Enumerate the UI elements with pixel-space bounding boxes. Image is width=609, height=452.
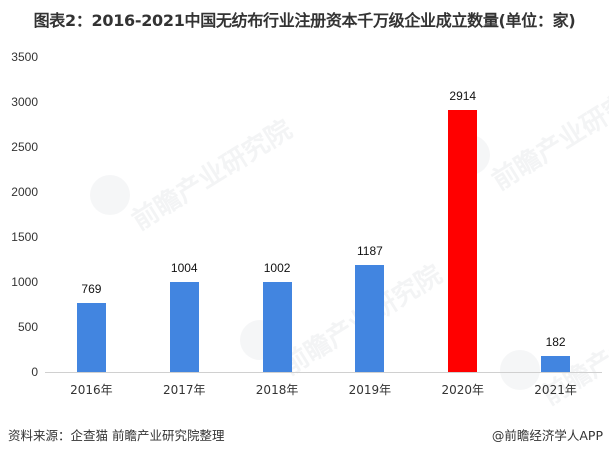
- bar-2019: [355, 265, 385, 372]
- y-tick-label: 500: [17, 320, 38, 334]
- y-tick-label: 3000: [11, 95, 38, 109]
- x-axis-line: [45, 372, 602, 373]
- source-note: 资料来源：企查猫 前瞻产业研究院整理: [8, 428, 225, 443]
- x-tick-label: 2017年: [162, 383, 206, 397]
- value-label: 1004: [170, 260, 198, 275]
- credit-note: @前瞻经济学人APP: [491, 428, 603, 443]
- y-tick-label: 2500: [11, 140, 38, 154]
- y-tick-label: 2000: [11, 185, 38, 199]
- watermark-text: 前瞻产业研究院: [127, 114, 298, 237]
- x-tick-label: 2020年: [441, 383, 485, 397]
- y-tick-label: 3500: [11, 50, 38, 64]
- value-label: 1002: [263, 260, 291, 275]
- value-label: 769: [81, 281, 102, 296]
- y-tick-label: 1500: [11, 230, 38, 244]
- value-label: 2914: [449, 88, 477, 103]
- watermark-logo-icon: [90, 175, 130, 215]
- watermark-text: 前瞻产业研究院: [487, 74, 609, 197]
- bar-2020: [448, 109, 478, 372]
- y-tick-label: 1000: [11, 275, 38, 289]
- x-tick-label: 2018年: [255, 383, 299, 397]
- chart-title: 图表2：2016-2021中国无纺布行业注册资本千万级企业成立数量(单位：家): [33, 11, 576, 30]
- x-tick-label: 2019年: [348, 383, 392, 397]
- bar-2017: [169, 281, 199, 372]
- bar-2016: [76, 302, 106, 372]
- x-tick-label: 2016年: [70, 383, 113, 397]
- x-tick-label: 2021年: [534, 383, 577, 397]
- y-tick-label: 0: [31, 365, 38, 379]
- bar-2018: [262, 281, 292, 372]
- value-label: 1187: [357, 244, 383, 259]
- bar-2021: [541, 355, 571, 372]
- value-label: 182: [545, 334, 566, 349]
